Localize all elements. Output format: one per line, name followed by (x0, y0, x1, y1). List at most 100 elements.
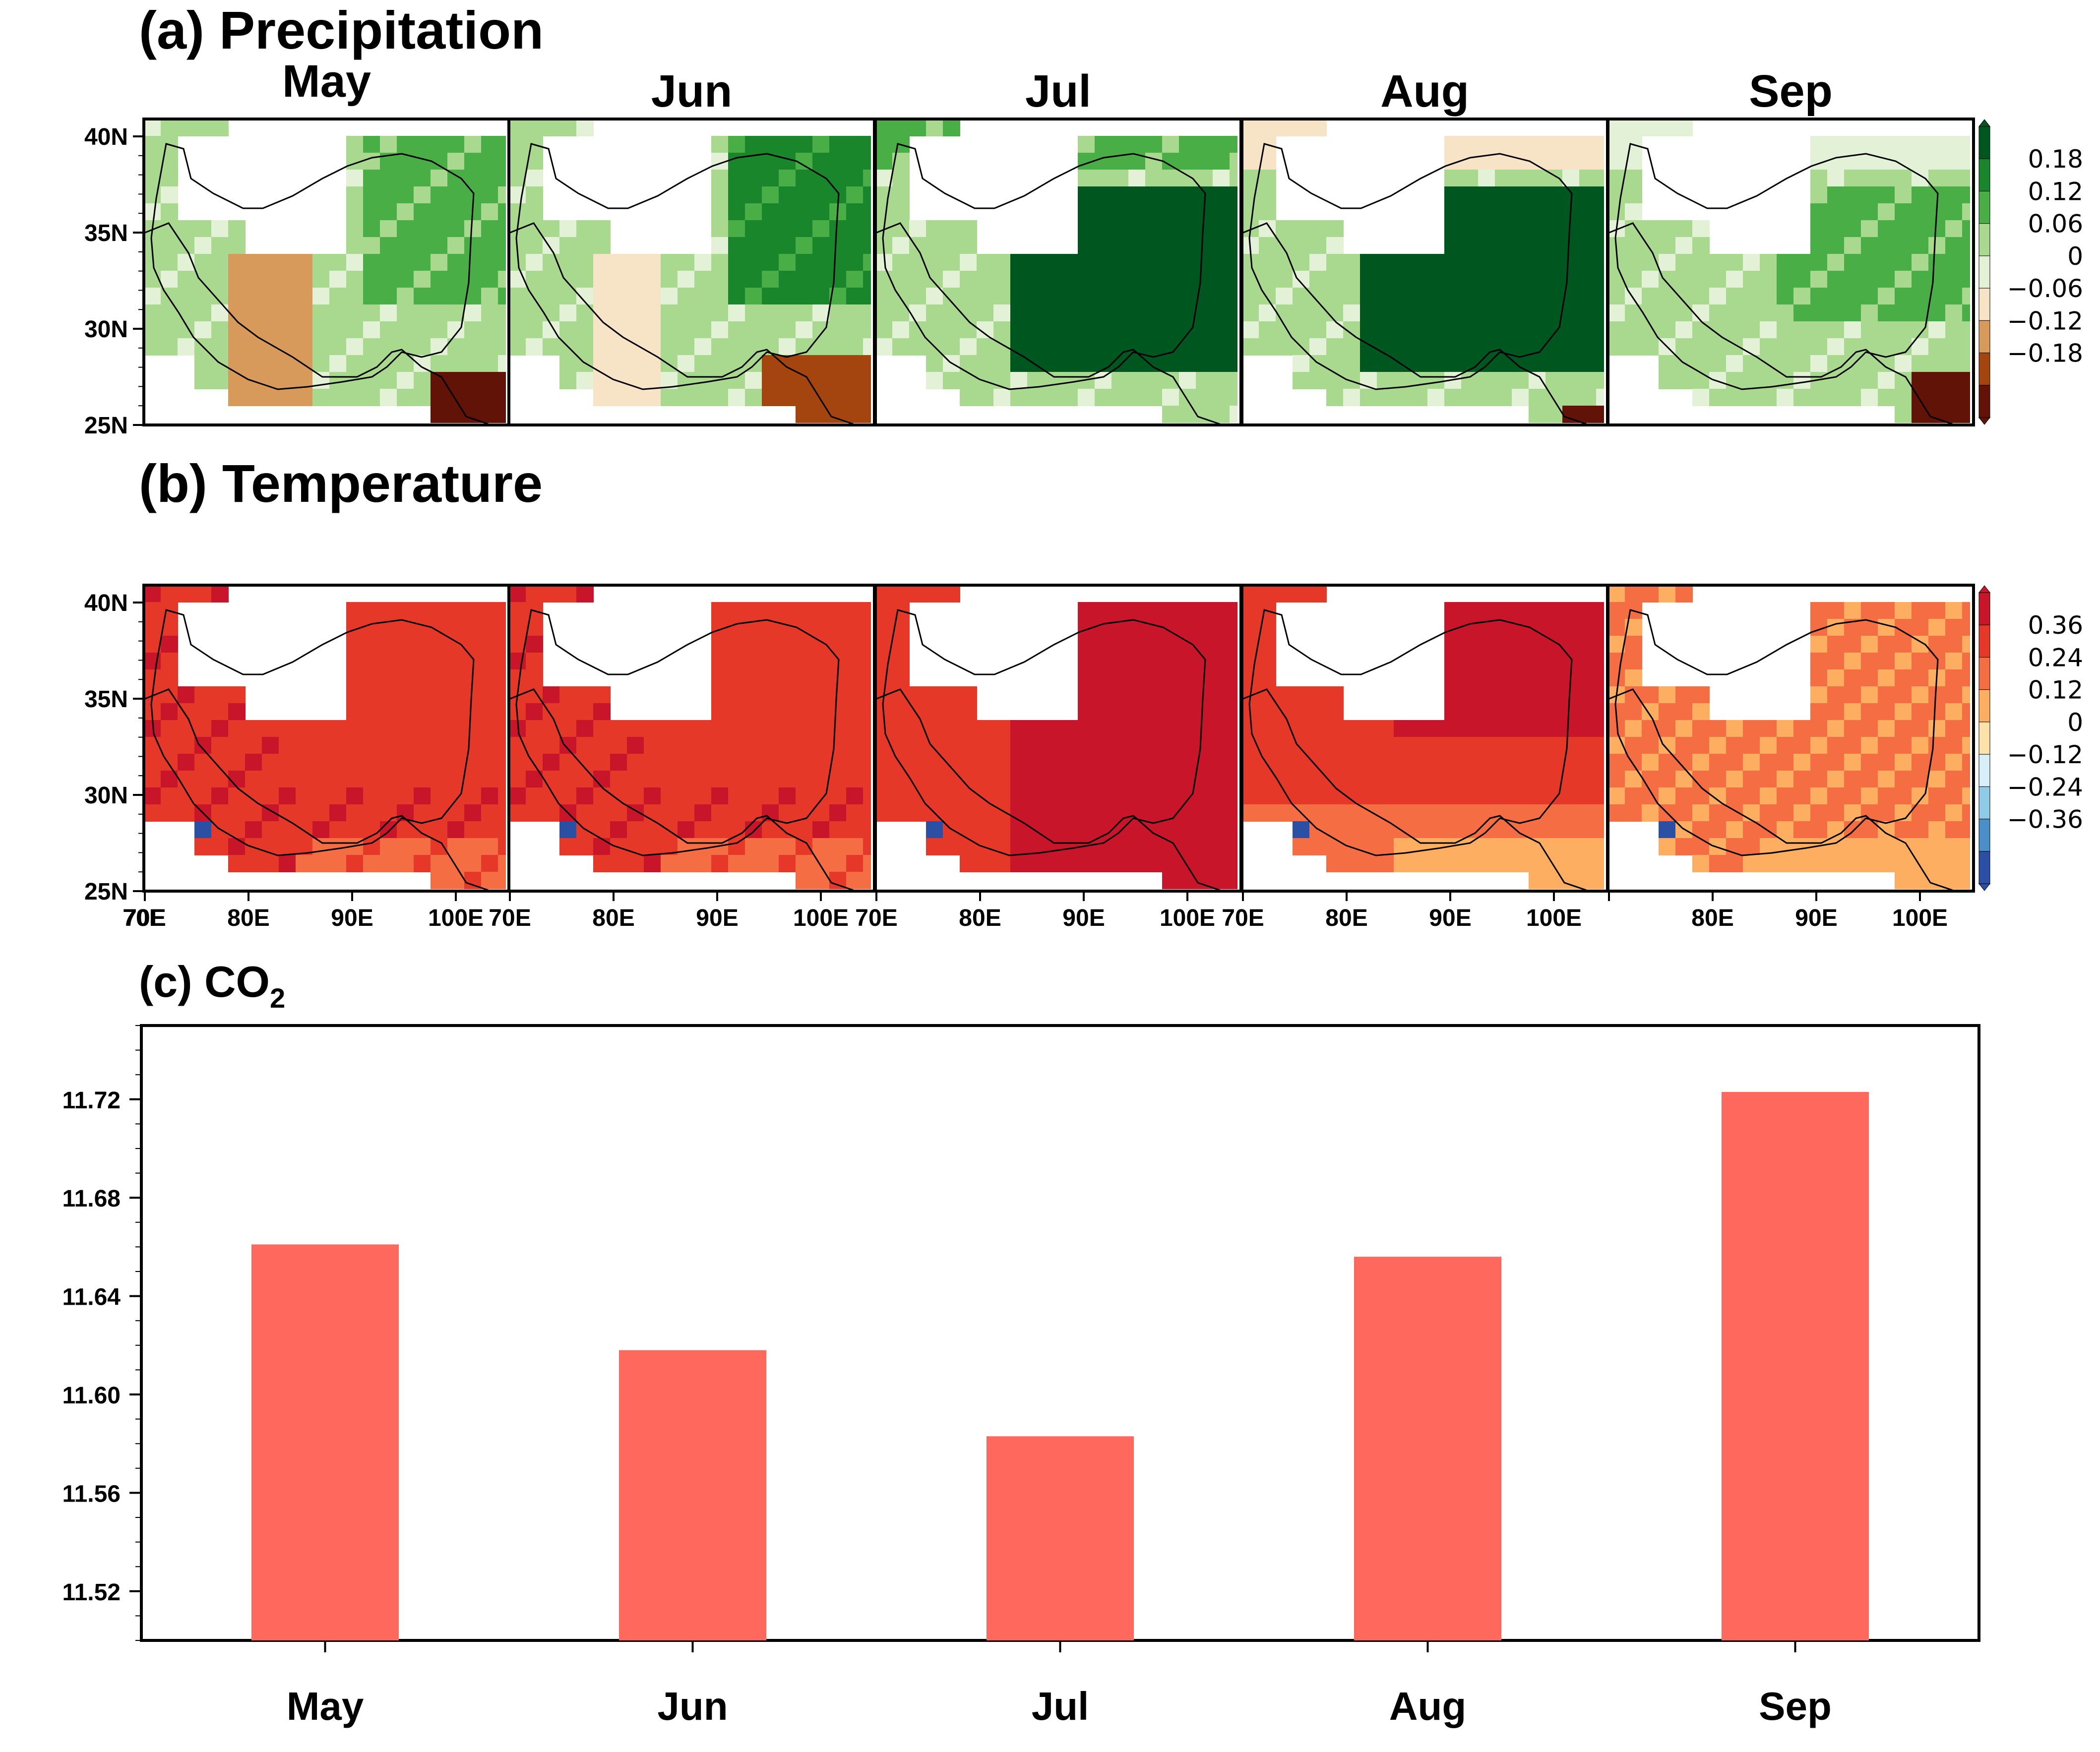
x-tick-label-aug: Aug (1389, 1684, 1467, 1728)
plateau-boundary (150, 609, 475, 856)
plateau-boundary (1248, 609, 1573, 856)
lon-tick-label: 100E (1892, 905, 1948, 931)
map-frame (1606, 584, 1975, 893)
temp-colorbar-tick: 0.24 (2028, 643, 2083, 672)
lon-tick-label: 70E (1222, 905, 1264, 931)
lon-tick-label: 100E (1526, 905, 1582, 931)
coastline (1241, 222, 1590, 426)
map-field (509, 585, 871, 889)
temp-map-may (142, 584, 511, 893)
lat-tick-label: 40N (84, 590, 128, 616)
map-frame (1606, 118, 1975, 426)
month-label-jun: Jun (651, 66, 733, 117)
lon-tick-label: 80E (1691, 905, 1733, 931)
panel-b-title: (b) Temperature (139, 453, 543, 513)
colorbars: 0.18 0.12 0.06 0 −0.06 −0.12 −0.18 0.36 0.24 0.12… (1978, 119, 2083, 891)
precipitation-maps: May Jun Jul Aug Sep 40N 35N 30N 25N (84, 56, 1975, 439)
precip-colorbar-tick: 0.12 (2028, 177, 2083, 206)
map-field (144, 585, 506, 889)
temp-colorbar-tick: −0.36 (2007, 805, 2083, 834)
lat-tick-label: 35N (84, 686, 128, 713)
y-tick-label: 11.68 (62, 1186, 121, 1212)
x-tick-label-may: May (287, 1684, 364, 1728)
temp-colorbar-tick: −0.24 (2007, 773, 2083, 801)
temp-colorbar-tick: 0 (2067, 708, 2083, 737)
bar-jun (619, 1350, 766, 1640)
precip-map-sep (1606, 118, 1975, 426)
lat-tick-label: 25N (84, 879, 128, 905)
lon-tick-label: 100E (1160, 905, 1215, 931)
panel-a-title: (a) Precipitation (139, 0, 544, 60)
coastline (508, 222, 857, 426)
precip-map-jul (874, 118, 1242, 426)
plateau-boundary (150, 143, 475, 390)
lon-tick-label: 80E (959, 905, 1001, 931)
lon-tick-label: 90E (1795, 905, 1837, 931)
map-field (1242, 585, 1604, 889)
plateau-boundary (1614, 609, 1939, 856)
map-field (144, 119, 506, 423)
precip-colorbar-tick: 0 (2067, 242, 2083, 271)
temp-colorbar-tick: 0.36 (2028, 611, 2083, 640)
coastline (1241, 688, 1590, 892)
precip-map-jun (507, 118, 876, 426)
plateau-boundary (1248, 143, 1573, 390)
panel-c-title-main: (c) CO (139, 957, 270, 1006)
map-field (1242, 119, 1604, 423)
precip-colorbar-tick: 0.06 (2028, 210, 2083, 239)
coastline (143, 222, 492, 426)
lon-tick-label: 100E (428, 905, 484, 931)
plateau-boundary (882, 609, 1206, 856)
y-tick-label: 11.72 (62, 1087, 121, 1114)
y-tick-label: 11.64 (62, 1284, 121, 1311)
lon-tick-label: 90E (331, 905, 373, 931)
lon-tick-label: 100E (793, 905, 849, 931)
map-field (1608, 585, 1970, 889)
x-tick-label-jun: Jun (657, 1684, 728, 1728)
precip-map-may (142, 118, 511, 426)
lat-tick-label: 30N (84, 783, 128, 809)
lat-tick-label: 35N (84, 220, 128, 246)
x-tick-label-jul: Jul (1032, 1684, 1089, 1728)
bar-may (251, 1244, 399, 1640)
lon-tick-label: 80E (592, 905, 634, 931)
precip-colorbar-tick: −0.12 (2007, 306, 2083, 335)
bar-aug (1354, 1257, 1501, 1640)
plateau-boundary (1614, 143, 1939, 390)
lon-tick-label: 80E (1325, 905, 1367, 931)
panel-c-title: (c) CO2 (139, 957, 285, 1014)
temp-colorbar-tick: 0.12 (2028, 676, 2083, 705)
lon-tick-label: 70E (855, 905, 897, 931)
map-field (1608, 119, 1970, 423)
month-label-jul: Jul (1025, 66, 1091, 117)
temp-map-jun (507, 584, 876, 893)
month-label-sep: Sep (1749, 66, 1833, 117)
map-field (875, 119, 1237, 423)
lon-tick-label: 80E (227, 905, 269, 931)
plateau-boundary (515, 609, 840, 856)
plateau-boundary (882, 143, 1206, 390)
lat-tick-label: 25N (84, 413, 128, 439)
month-label-aug: Aug (1380, 66, 1469, 117)
month-label-may: May (282, 56, 371, 107)
temp-map-aug (1240, 584, 1609, 893)
co2-bar-chart: May Jun Jul Aug Sep 11.52 11.56 11.60 11.64 11.68… (62, 1024, 1980, 1728)
map-field (509, 119, 871, 423)
y-tick-label: 11.60 (62, 1383, 121, 1409)
lon-tick-label: 70E (123, 905, 165, 931)
lat-tick-label: 40N (84, 124, 128, 150)
temp-map-jul (874, 584, 1242, 893)
precip-colorbar-tick: 0.18 (2028, 145, 2083, 174)
precip-colorbar-tick: −0.06 (2007, 274, 2083, 303)
temp-colorbar: 0.36 0.24 0.12 0 −0.12 −0.24 −0.36 (1978, 585, 2083, 891)
coastline (508, 688, 857, 892)
temp-colorbar-tick: −0.12 (2007, 740, 2083, 769)
temp-map-sep (1606, 584, 1975, 893)
coastline (875, 688, 1223, 892)
lon-tick-label: 90E (1429, 905, 1471, 931)
lat-tick-label: 30N (84, 316, 128, 343)
coastline (143, 688, 492, 892)
lon-tick-label: 90E (696, 905, 738, 931)
